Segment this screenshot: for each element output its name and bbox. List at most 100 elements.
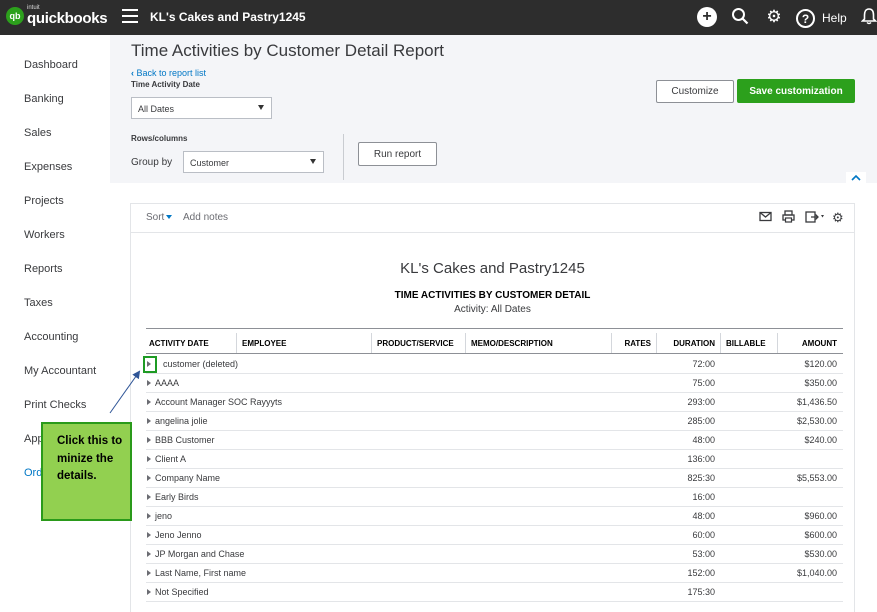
search-icon[interactable] xyxy=(730,7,750,27)
back-link-label: Back to report list xyxy=(136,68,207,78)
help-icon[interactable]: ? xyxy=(796,9,815,28)
help-label[interactable]: Help xyxy=(822,11,847,25)
email-icon[interactable] xyxy=(759,210,772,225)
table-row[interactable]: Company Name 825:30 $5,553.00 xyxy=(146,469,843,488)
column-header-product-service[interactable]: PRODUCT/SERVICE xyxy=(377,339,454,348)
caret-down-icon xyxy=(258,105,264,110)
expand-caret-icon[interactable] xyxy=(147,361,151,367)
row-duration: 293:00 xyxy=(687,397,715,407)
column-header-rates[interactable]: RATES xyxy=(624,339,651,348)
expand-caret-icon[interactable] xyxy=(147,418,151,424)
expand-caret-icon[interactable] xyxy=(147,551,151,557)
expand-caret-icon[interactable] xyxy=(147,570,151,576)
table-header-bottom-border xyxy=(146,353,843,354)
expand-caret-icon[interactable] xyxy=(147,494,151,500)
export-icon[interactable] xyxy=(805,210,827,226)
table-row[interactable]: angelina jolie 285:00 $2,530.00 xyxy=(146,412,843,431)
column-header-duration[interactable]: DURATION xyxy=(673,339,715,348)
hamburger-menu-icon[interactable] xyxy=(122,9,138,23)
company-name: KL's Cakes and Pastry1245 xyxy=(150,10,306,24)
brand-name[interactable]: quickbooks xyxy=(27,10,108,27)
expand-caret-icon[interactable] xyxy=(147,399,151,405)
plus-icon[interactable]: + xyxy=(697,7,717,27)
row-amount: $350.00 xyxy=(804,378,837,388)
column-header-amount[interactable]: AMOUNT xyxy=(801,339,837,348)
row-amount: $5,553.00 xyxy=(796,473,837,483)
row-amount: $120.00 xyxy=(804,359,837,369)
settings-icon[interactable]: ⚙ xyxy=(832,210,844,225)
table-row[interactable]: jeno 48:00 $960.00 xyxy=(146,507,843,526)
row-customer-name: jeno xyxy=(155,511,173,521)
row-duration: 48:00 xyxy=(692,435,715,445)
expand-caret-icon[interactable] xyxy=(147,513,151,519)
row-customer-name: JP Morgan and Chase xyxy=(155,549,245,559)
expand-caret-icon[interactable] xyxy=(147,532,151,538)
print-icon[interactable] xyxy=(782,210,795,226)
report-title: TIME ACTIVITIES BY CUSTOMER DETAIL xyxy=(394,290,591,301)
divider xyxy=(343,134,344,180)
sidebar-item-reports[interactable]: Reports xyxy=(24,263,63,275)
sidebar-item-accounting[interactable]: Accounting xyxy=(24,331,79,343)
sidebar-item-print-checks[interactable]: Print Checks xyxy=(24,399,87,411)
table-row[interactable]: Not Specified 175:30 xyxy=(146,583,843,602)
sidebar-item-dashboard[interactable]: Dashboard xyxy=(24,59,78,71)
sidebar-item-banking[interactable]: Banking xyxy=(24,93,64,105)
table-row[interactable]: BBB Customer 48:00 $240.00 xyxy=(146,431,843,450)
row-amount: $600.00 xyxy=(804,530,837,540)
group-by-select[interactable]: Customer xyxy=(183,151,324,173)
group-by-label: Group by xyxy=(131,157,173,168)
sidebar-item-taxes[interactable]: Taxes xyxy=(24,297,53,309)
table-row[interactable]: Jeno Jenno 60:00 $600.00 xyxy=(146,526,843,545)
expand-caret-icon[interactable] xyxy=(147,380,151,386)
table-row[interactable]: Account Manager SOC Rayyyts 293:00 $1,43… xyxy=(146,393,843,412)
customize-button[interactable]: Customize xyxy=(656,80,734,103)
row-customer-name: Jeno Jenno xyxy=(155,530,202,540)
row-duration: 285:00 xyxy=(687,416,715,426)
row-amount: $1,436.50 xyxy=(796,397,837,407)
column-header-employee[interactable]: EMPLOYEE xyxy=(242,339,287,348)
sidebar xyxy=(0,35,110,612)
table-row[interactable]: AAAA 75:00 $350.00 xyxy=(146,374,843,393)
expand-caret-icon[interactable] xyxy=(147,475,151,481)
table-row[interactable]: Client A 136:00 xyxy=(146,450,843,469)
row-amount: $2,530.00 xyxy=(796,416,837,426)
sidebar-item-projects[interactable]: Projects xyxy=(24,195,64,207)
rows-columns-label: Rows/columns xyxy=(131,134,188,143)
run-report-button[interactable]: Run report xyxy=(358,142,437,166)
column-separator xyxy=(236,333,237,353)
date-range-value: All Dates xyxy=(138,104,175,114)
table-row[interactable]: JP Morgan and Chase 53:00 $530.00 xyxy=(146,545,843,564)
row-customer-name: Client A xyxy=(155,454,187,464)
row-customer-name: Account Manager SOC Rayyyts xyxy=(155,397,283,407)
table-row[interactable]: Last Name, First name 152:00 $1,040.00 xyxy=(146,564,843,583)
table-row[interactable]: Early Birds 16:00 xyxy=(146,488,843,507)
column-header-activity-date[interactable]: ACTIVITY DATE xyxy=(149,339,209,348)
report-company-name: KL's Cakes and Pastry1245 xyxy=(400,260,585,277)
sidebar-item-my-accountant[interactable]: My Accountant xyxy=(24,365,97,377)
row-amount: $530.00 xyxy=(804,549,837,559)
bell-icon[interactable] xyxy=(859,7,877,27)
column-separator xyxy=(656,333,657,353)
caret-down-icon xyxy=(166,215,173,220)
sidebar-item-workers[interactable]: Workers xyxy=(24,229,65,241)
expand-caret-icon[interactable] xyxy=(147,437,151,443)
sidebar-item-expenses[interactable]: Expenses xyxy=(24,161,73,173)
column-header-memo-description[interactable]: MEMO/DESCRIPTION xyxy=(471,339,553,348)
sort-menu[interactable]: Sort xyxy=(146,212,173,223)
back-to-report-list-link[interactable]: ‹ Back to report list xyxy=(131,68,206,78)
expand-caret-icon[interactable] xyxy=(147,456,151,462)
gear-icon[interactable]: ⚙ xyxy=(766,7,782,26)
sidebar-item-sales[interactable]: Sales xyxy=(24,127,52,139)
time-activity-date-label: Time Activity Date xyxy=(131,80,200,89)
save-customization-button[interactable]: Save customization xyxy=(737,79,855,103)
row-duration: 48:00 xyxy=(692,511,715,521)
expand-caret-icon[interactable] xyxy=(147,589,151,595)
caret-down-icon xyxy=(310,159,316,164)
date-range-select[interactable]: All Dates xyxy=(131,97,272,119)
report-panel xyxy=(130,203,855,612)
table-row[interactable]: customer (deleted) 72:00 $120.00 xyxy=(146,355,843,374)
quickbooks-logo-icon[interactable]: qb xyxy=(6,7,24,25)
table-header-top-border xyxy=(146,328,843,329)
column-header-billable[interactable]: BILLABLE xyxy=(726,339,766,348)
add-notes-link[interactable]: Add notes xyxy=(183,212,229,223)
